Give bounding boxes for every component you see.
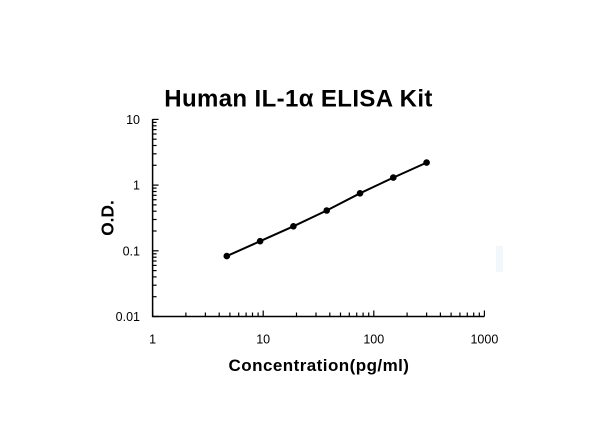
svg-text:10: 10: [126, 113, 140, 127]
svg-text:0.01: 0.01: [116, 310, 140, 324]
svg-text:1: 1: [149, 332, 156, 346]
svg-text:0.1: 0.1: [123, 244, 140, 258]
svg-text:10: 10: [256, 332, 270, 346]
svg-text:1000: 1000: [470, 332, 498, 346]
svg-text:100: 100: [363, 332, 384, 346]
svg-text:1: 1: [133, 179, 140, 193]
svg-text:O.D.: O.D.: [98, 200, 118, 236]
svg-text:Human IL-1α ELISA Kit: Human IL-1α ELISA Kit: [164, 86, 433, 113]
svg-text:Concentration(pg/ml): Concentration(pg/ml): [229, 356, 410, 375]
